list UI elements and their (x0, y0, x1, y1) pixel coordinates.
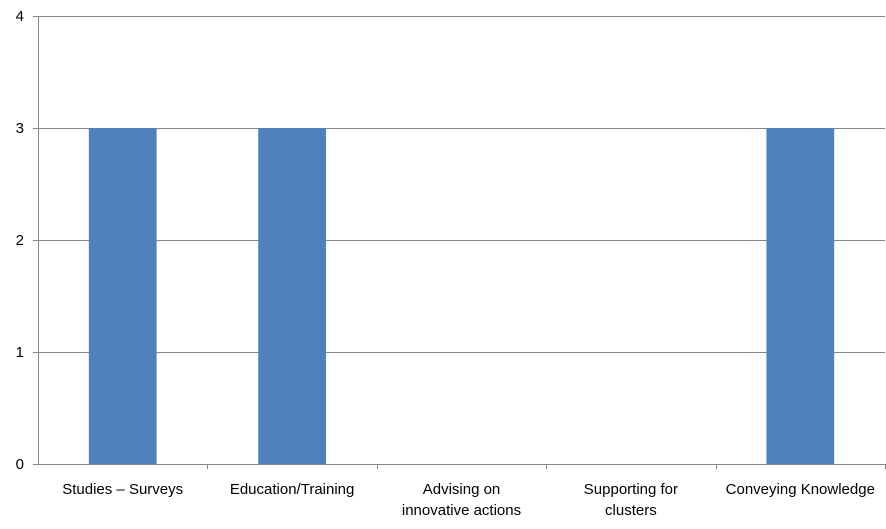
x-tick-label-line: Education/Training (230, 481, 355, 498)
x-tick-label-line: Studies – Surveys (62, 481, 183, 498)
x-tick-label-line: innovative actions (402, 502, 521, 519)
x-tick-label-line: Advising on (423, 481, 501, 498)
x-tick-label: Studies – Surveys (62, 481, 183, 498)
bars (88, 128, 835, 464)
y-tick-label: 2 (16, 232, 24, 249)
x-tick-label-line: clusters (605, 502, 657, 519)
axes (33, 16, 886, 469)
x-tick-label-line: Supporting for (584, 481, 678, 498)
x-tick-label: Education/Training (230, 481, 355, 498)
bar (88, 128, 157, 464)
y-tick-label: 3 (16, 120, 24, 137)
y-tick-labels: 0 1 2 3 4 (16, 8, 24, 473)
bar (258, 128, 326, 464)
bar (766, 128, 835, 464)
y-tick-label: 1 (16, 344, 24, 361)
x-tick-label: Supporting for clusters (584, 481, 678, 519)
x-tick-label: Advising on innovative actions (402, 481, 521, 519)
y-tick-label: 0 (16, 456, 24, 473)
x-tick-labels: Studies – Surveys Education/Training Advis… (62, 481, 875, 519)
x-tick-label: Conveying Knowledge (726, 481, 875, 498)
gridlines (38, 16, 885, 353)
x-tick-label-line: Conveying Knowledge (726, 481, 875, 498)
y-tick-label: 4 (16, 8, 24, 25)
